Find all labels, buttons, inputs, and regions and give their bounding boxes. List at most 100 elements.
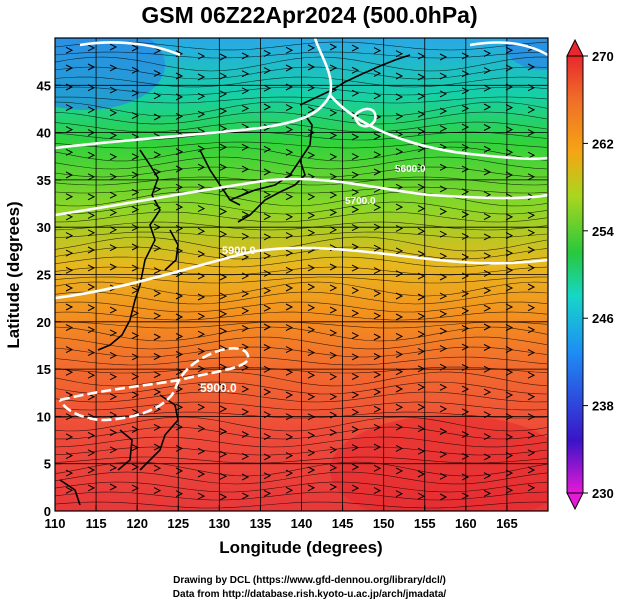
wind-arrowhead [197, 330, 206, 338]
wind-arrowhead [417, 183, 426, 191]
wind-arrowhead [153, 423, 162, 431]
wind-arrowhead [65, 346, 74, 354]
wind-arrowhead [175, 292, 184, 300]
wind-arrowhead [373, 371, 382, 379]
wind-arrowhead [351, 332, 360, 340]
y-tick-label: 45 [37, 78, 51, 93]
wind-arrowhead [461, 452, 470, 460]
wind-arrowhead [527, 466, 536, 474]
wind-arrowhead [307, 193, 316, 201]
wind-arrowhead [483, 124, 492, 131]
wind-arrowhead [285, 324, 294, 332]
wind-arrowhead [461, 324, 470, 332]
streamline [55, 96, 548, 104]
wind-arrowhead [483, 233, 492, 241]
wind-arrowhead [131, 332, 140, 340]
wind-arrowhead [219, 208, 228, 215]
wind-arrowhead [131, 66, 140, 74]
wind-arrowhead [87, 63, 96, 71]
wind-arrowhead [109, 464, 118, 472]
wind-arrowhead [109, 244, 118, 252]
wind-arrowhead [197, 227, 206, 235]
streamline [55, 381, 548, 395]
x-tick-label: 165 [496, 516, 518, 531]
wind-arrowhead [351, 444, 360, 452]
wind-arrowhead [65, 193, 74, 201]
wind-arrowhead [373, 151, 382, 159]
wind-arrowhead [483, 49, 492, 57]
wind-arrowhead [527, 349, 536, 357]
streamline [55, 436, 548, 448]
wind-arrowhead [527, 84, 536, 92]
wind-arrowhead [461, 232, 470, 240]
wind-arrowhead [307, 151, 316, 159]
wind-arrowhead [483, 411, 492, 419]
wind-arrowhead [329, 373, 338, 381]
wind-arrowhead [219, 327, 228, 335]
wind-arrowhead [131, 44, 140, 52]
wind-arrowhead [483, 344, 492, 351]
wind-arrowhead [483, 323, 492, 331]
wind-arrowhead [329, 306, 338, 314]
wind-arrowhead [417, 145, 426, 153]
wind-arrowhead [351, 206, 360, 213]
wind-arrowhead [307, 431, 316, 439]
wind-arrowhead [307, 264, 316, 272]
wind-arrowhead [197, 312, 206, 320]
streamline [55, 41, 548, 51]
wind-arrowhead [219, 493, 228, 501]
wind-arrowhead [153, 244, 162, 252]
wind-arrowhead [263, 411, 272, 419]
wind-arrowhead [439, 428, 448, 435]
wind-arrowhead [527, 264, 536, 272]
wind-arrowhead [527, 449, 536, 457]
y-tick-label: 10 [37, 409, 51, 424]
wind-arrowhead [461, 143, 470, 151]
wind-arrowhead [241, 452, 250, 460]
colorbar-bottom-arrow [566, 492, 584, 511]
wind-arrowhead [395, 270, 404, 278]
wind-arrowhead [307, 44, 316, 52]
wind-arrowhead [263, 344, 272, 351]
colorbar-ticks: 230 238 246 254 262 270 [583, 49, 614, 501]
wind-arrowhead [87, 349, 96, 357]
x-axis-ticks: 110 115 120 125 130 135 140 145 150 155 160 165 [45, 505, 518, 531]
wind-arrowhead [219, 450, 228, 458]
wind-arrowhead [329, 209, 338, 216]
wind-arrowhead [505, 148, 514, 156]
wind-arrowhead [505, 232, 514, 240]
wind-arrowhead [461, 123, 470, 131]
wind-arrowhead [395, 403, 404, 411]
streamline [55, 471, 548, 485]
wind-arrowhead [87, 84, 96, 92]
wind-arrowhead [109, 429, 118, 436]
wind-arrowhead [373, 244, 382, 252]
wind-arrowhead [527, 211, 536, 219]
y-tick-label: 35 [37, 173, 51, 188]
wind-arrowhead [461, 290, 470, 298]
colorbar-tick-label: 254 [592, 224, 614, 239]
wind-arrowhead [153, 312, 162, 320]
wind-arrowhead [439, 383, 448, 391]
wind-arrowhead [219, 405, 228, 413]
wind-streamlines [55, 41, 548, 509]
streamline [55, 401, 548, 411]
wind-arrowhead [65, 433, 74, 441]
wind-arrowhead [219, 363, 228, 371]
wind-arrowhead [241, 52, 250, 60]
wind-arrowhead [373, 168, 382, 176]
wind-arrowhead [417, 425, 426, 433]
wind-arrowhead [65, 83, 74, 91]
wind-arrowhead [417, 110, 426, 118]
colorbar-tick-label: 270 [592, 49, 614, 64]
x-tick-label: 120 [126, 516, 148, 531]
wind-arrowhead [329, 411, 338, 419]
wind-arrowhead [483, 365, 492, 373]
wind-arrowhead [153, 333, 162, 341]
wind-arrowhead [417, 52, 426, 60]
wind-arrowhead [263, 472, 272, 480]
wind-arrowhead [373, 464, 382, 472]
wind-arrowhead [175, 368, 184, 376]
contour-label-2: 5900.0 [222, 245, 256, 257]
wind-arrowhead [263, 323, 272, 331]
